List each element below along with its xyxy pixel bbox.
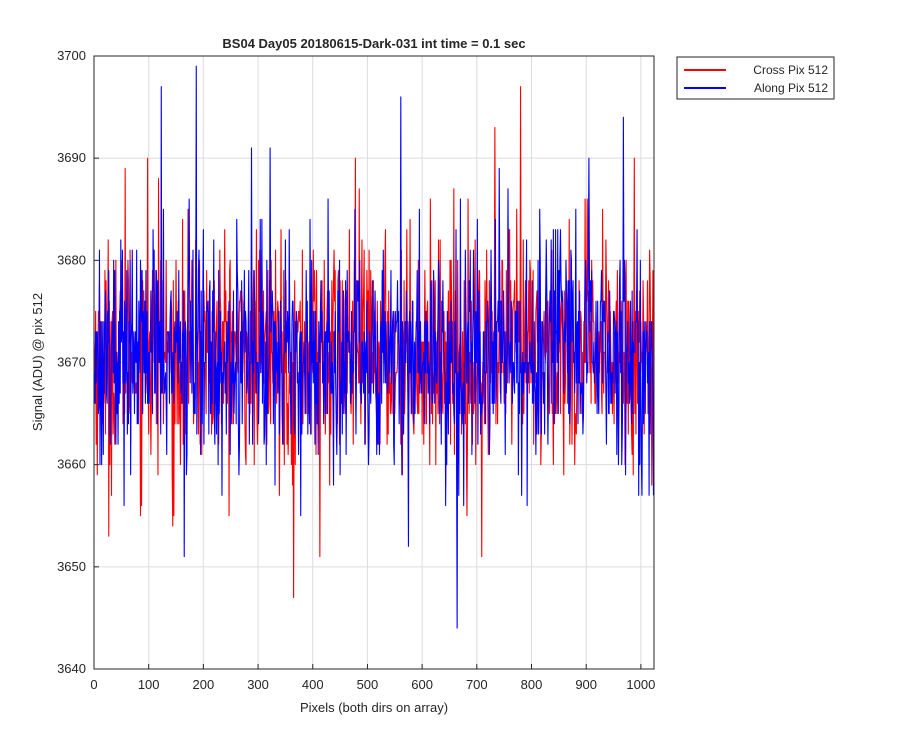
x-tick-label: 100: [138, 677, 160, 692]
x-axis-label: Pixels (both dirs on array): [300, 700, 448, 715]
x-tick-label: 400: [302, 677, 324, 692]
series-line-along-pix-512: [93, 65, 654, 629]
x-tick-label: 500: [357, 677, 379, 692]
legend-label-along: Along Pix 512: [754, 81, 828, 95]
legend: Cross Pix 512 Along Pix 512: [676, 56, 835, 100]
x-tick-label: 300: [247, 677, 269, 692]
y-tick-label: 3640: [57, 661, 86, 676]
x-tick-label: 0: [90, 677, 97, 692]
y-tick-label: 3680: [57, 252, 86, 267]
plot-area: 0 100 200 300 400 500 600 700 800 900 1000 3640 3650…: [57, 48, 655, 692]
y-tick-label: 3700: [57, 48, 86, 63]
axis-ticks: 0 100 200 300 400 500 600 700 800 900 1000 3640 3650…: [57, 48, 655, 692]
legend-label-cross: Cross Pix 512: [753, 63, 828, 77]
y-axis-label: Signal (ADU) @ pix 512: [30, 293, 45, 431]
y-tick-label: 3670: [57, 355, 86, 370]
y-tick-label: 3650: [57, 559, 86, 574]
x-tick-label: 1000: [626, 677, 655, 692]
chart-title: BS04 Day05 20180615-Dark-031 int time = …: [222, 36, 525, 51]
x-tick-label: 600: [411, 677, 433, 692]
legend-box: [676, 56, 835, 100]
x-tick-label: 900: [575, 677, 597, 692]
y-tick-label: 3660: [57, 457, 86, 472]
x-tick-label: 800: [521, 677, 543, 692]
series-lines: [93, 65, 654, 629]
x-tick-label: 700: [466, 677, 488, 692]
y-tick-label: 3690: [57, 150, 86, 165]
x-tick-label: 200: [193, 677, 215, 692]
